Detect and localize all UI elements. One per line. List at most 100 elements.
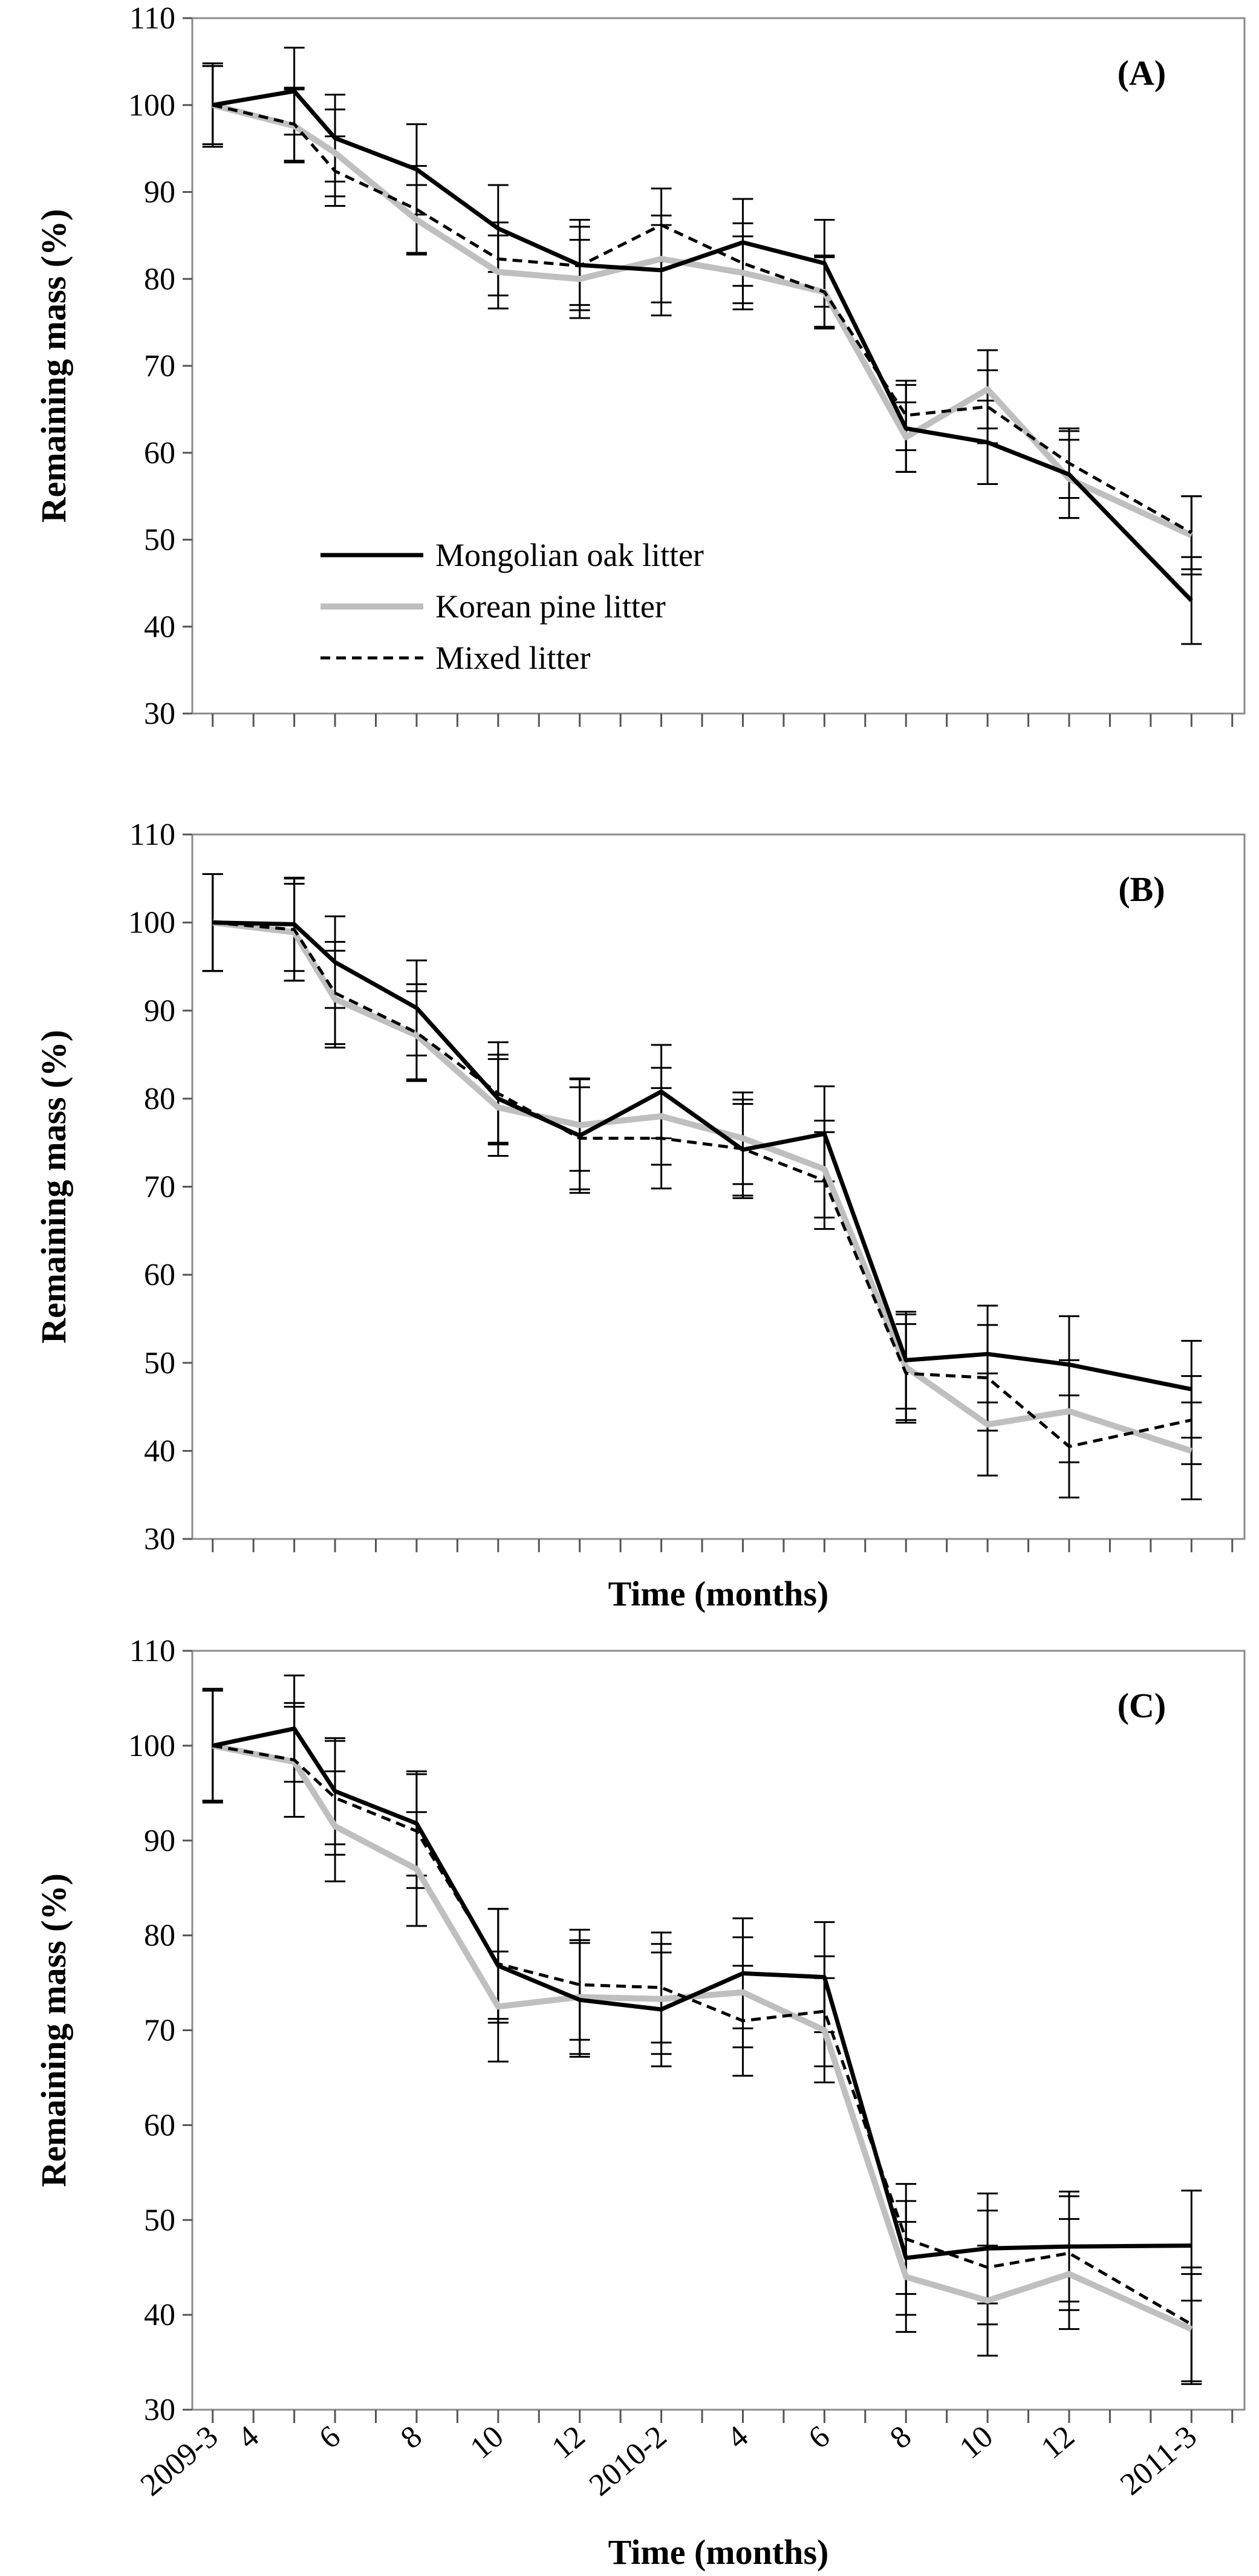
data-point — [1069, 474, 1070, 475]
y-tick-label: 30 — [144, 2393, 175, 2427]
data-point — [416, 1007, 417, 1009]
panel-b: 30 40 50 60 70 80 90 100 110 Remaining mass (%) Ti… — [34, 818, 1246, 1613]
data-point — [987, 406, 988, 408]
panel-c: 30 40 50 60 70 80 90 100 110 Remaining mass (%) 20… — [34, 1634, 1246, 2572]
x-tick-label: 2011-3 — [1114, 2419, 1203, 2502]
data-point — [661, 1116, 662, 1117]
y-axis-label: Remaining mass (%) — [34, 1873, 73, 2187]
panel-label: (C) — [1117, 1686, 1166, 1725]
data-point — [1191, 535, 1192, 536]
y-tick-label: 30 — [144, 697, 175, 731]
x-tick-label: 6 — [802, 2419, 837, 2456]
legend: Mongolian oak litter Korean pine litter Mi… — [320, 537, 704, 676]
y-tick-label: 70 — [144, 2014, 175, 2048]
data-point — [987, 442, 988, 443]
y-tick-label: 90 — [144, 994, 175, 1028]
y-tick-label: 70 — [144, 349, 175, 383]
data-point — [1069, 478, 1070, 480]
y-tick-label: 30 — [144, 1522, 175, 1556]
y-tick-label: 50 — [144, 1346, 175, 1381]
data-point — [1191, 600, 1192, 601]
data-point — [824, 1180, 825, 1181]
legend-entry: Mixed litter — [435, 640, 590, 676]
series-korean-pine-litter — [202, 65, 1202, 576]
data-point — [334, 1791, 336, 1792]
series-korean-pine-litter — [202, 873, 1202, 1500]
data-point — [661, 1091, 662, 1092]
data-point — [661, 224, 662, 226]
plot-frame — [191, 1650, 1246, 2411]
data-point — [824, 2030, 825, 2031]
data-point — [824, 2011, 825, 2012]
data-point — [661, 1137, 662, 1139]
y-tick-label: 50 — [144, 523, 175, 558]
y-tick-label: 40 — [144, 2298, 175, 2332]
panel-label: (A) — [1117, 53, 1166, 93]
x-tick-label: 12 — [545, 2419, 591, 2466]
y-tick-label: 110 — [129, 1634, 175, 1668]
data-point — [334, 152, 336, 154]
data-point — [334, 992, 336, 994]
data-point — [334, 1826, 336, 1827]
plot-frame — [191, 833, 1246, 1540]
data-point — [579, 1137, 581, 1139]
panel-label: (B) — [1118, 870, 1165, 909]
y-tick-label: 70 — [144, 1170, 175, 1205]
data-point — [416, 1830, 417, 1832]
data-point — [1191, 2245, 1192, 2246]
data-point — [824, 262, 825, 264]
data-point — [416, 1035, 417, 1036]
data-point — [987, 1377, 988, 1379]
y-tick-label: 100 — [128, 1729, 175, 1763]
data-point — [661, 1987, 662, 1988]
y-tick-label: 90 — [144, 1824, 175, 1858]
y-tick-label: 60 — [144, 2108, 175, 2142]
series-line — [212, 920, 1192, 1391]
data-point — [416, 169, 417, 170]
y-tick-label: 90 — [144, 175, 175, 210]
data-point — [1191, 1388, 1192, 1390]
y-tick-label: 110 — [129, 1, 175, 36]
x-axis-label: Time (months) — [608, 2532, 829, 2572]
series-line — [212, 89, 1193, 602]
data-point — [987, 2248, 988, 2249]
x-tick-label: 4 — [231, 2419, 265, 2456]
data-point — [416, 1823, 417, 1824]
data-point — [1069, 463, 1070, 464]
y-tick-label: 80 — [144, 1919, 175, 1953]
x-tick-label: 12 — [1035, 2419, 1081, 2466]
x-tick-label: 2009-3 — [134, 2419, 224, 2503]
y-tick-label: 80 — [144, 1082, 175, 1116]
data-point — [212, 1745, 213, 1746]
series-line — [212, 919, 1192, 1454]
data-point — [987, 2300, 988, 2301]
panel-a: 30 40 50 60 70 80 90 100 110 Remaining mass (%) (A… — [34, 1, 1246, 731]
data-point — [334, 171, 336, 172]
data-point — [987, 1424, 988, 1425]
data-point — [334, 998, 336, 1000]
y-tick-label: 100 — [128, 88, 175, 123]
data-point — [824, 291, 825, 293]
series-mixed-litter — [202, 62, 1202, 570]
legend-entry: Mongolian oak litter — [435, 537, 704, 573]
x-tick-label: 6 — [313, 2419, 347, 2456]
y-tick-label: 60 — [144, 436, 175, 470]
data-point — [416, 1032, 417, 1033]
x-tick-label: 8 — [883, 2419, 918, 2456]
x-tick-label: 10 — [953, 2419, 999, 2466]
series-line — [212, 102, 1193, 538]
y-axis-label: Remaining mass (%) — [34, 209, 73, 523]
data-point — [1069, 1364, 1070, 1365]
x-tick-label: 10 — [464, 2419, 510, 2466]
x-tick-label: 2010-2 — [583, 2419, 673, 2503]
y-axis-label: Remaining mass (%) — [34, 1030, 73, 1344]
y-tick-label: 40 — [144, 610, 175, 644]
x-tick-label: 8 — [394, 2419, 429, 2456]
series-mongolian-oak-litter — [202, 873, 1202, 1439]
series-line — [212, 921, 1192, 1448]
data-point — [1069, 2252, 1070, 2254]
y-tick-label: 100 — [128, 906, 175, 940]
x-axis-label: Time (months) — [608, 1574, 829, 1613]
y-tick-label: 110 — [129, 818, 175, 852]
